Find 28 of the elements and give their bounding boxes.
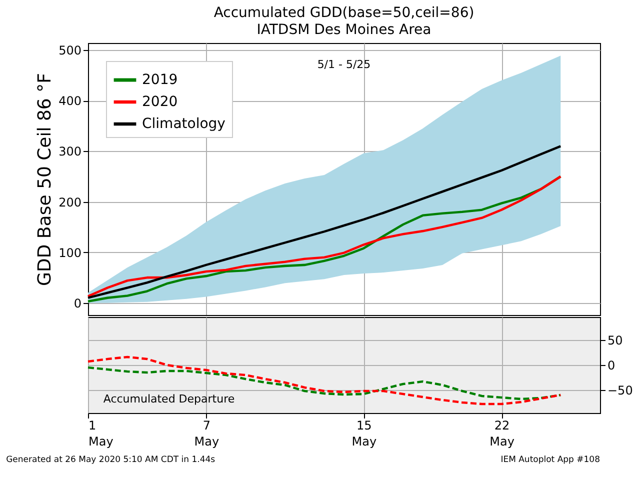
x-axis-title: May [88,434,114,448]
legend-label: 2019 [142,72,178,88]
annotation: 5/1 - 5/25 [317,58,371,71]
x-tick-label: 1 [88,418,96,432]
text: May [194,434,220,448]
x-tick-label: 22 [494,418,510,432]
y-tick-label: 0 [74,296,82,310]
y-tick-label: 500 [58,44,82,58]
x-tick-label: 15 [356,418,372,432]
text: May [352,434,377,448]
text: May [490,434,514,448]
text: IEM Autoplot App #108 [500,455,600,466]
y2-tick-label: 50 [608,334,623,348]
line-series [86,356,562,406]
legend-label: 2020 [142,94,178,110]
y-tick-label: 400 [58,94,82,108]
y-tick-label: 200 [58,195,82,210]
y-tick-label: 100 [58,246,82,260]
y-tick-label: 300 [58,144,82,159]
y2-tick-label: −50 [608,384,633,398]
text: Generated at 26 May 2020 5:10 AM CDT in 1.44s [6,455,216,466]
chart-subtitle: IATDSM Des Moines Area [256,22,432,38]
x-tick-label: 7 [202,418,210,432]
annotation: Accumulated Departure [103,392,235,406]
y-axis-title: GDD Base 50 Ceil 86 °F [34,73,56,286]
y2-tick-label: 0 [608,358,616,372]
chart-title: Accumulated GDD(base=50,ceil=86) [214,5,474,21]
legend-label: Climatology [142,116,226,132]
